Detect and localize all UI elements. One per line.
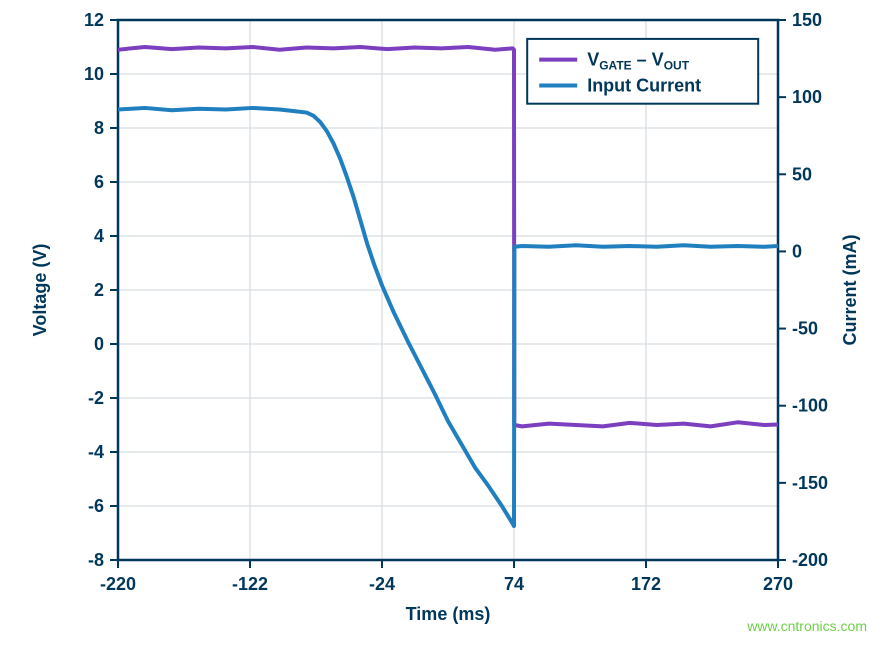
- chart-container: -220 -122 -24 74 172 270 Time (ms) -8 -6 -4 -2 0 2 4 6…: [0, 0, 887, 647]
- y-left-tick-label: 12: [84, 10, 104, 30]
- y-right-tick-label: 50: [792, 164, 812, 184]
- x-tick-label: 270: [763, 574, 793, 594]
- y-right-tick-label: -150: [792, 473, 828, 493]
- voltage-current-chart: -220 -122 -24 74 172 270 Time (ms) -8 -6 -4 -2 0 2 4 6…: [0, 0, 887, 647]
- y-left-tick-label: 4: [94, 226, 104, 246]
- x-tick-label: -24: [369, 574, 395, 594]
- x-tick-label: 172: [631, 574, 661, 594]
- x-tick-label: 74: [504, 574, 524, 594]
- y-left-tick-label: 8: [94, 118, 104, 138]
- watermark: www.cntronics.com: [746, 618, 867, 634]
- y-left-tick-label: -8: [88, 550, 104, 570]
- y-left-tick-label: 6: [94, 172, 104, 192]
- y-right-tick-label: 0: [792, 241, 802, 261]
- y-left-tick-label: -4: [88, 442, 104, 462]
- y-right-axis-label: Current (mA): [840, 234, 860, 345]
- legend: VGATE – VOUTInput Current: [527, 39, 758, 104]
- y-right-tick-label: 150: [792, 10, 822, 30]
- y-left-tick-label: -6: [88, 496, 104, 516]
- x-axis-label: Time (ms): [406, 604, 491, 624]
- y-right-tick-label: -100: [792, 396, 828, 416]
- y-left-tick-label: -2: [88, 388, 104, 408]
- x-tick-label: -122: [232, 574, 268, 594]
- y-left-tick-label: 2: [94, 280, 104, 300]
- legend-label: Input Current: [587, 76, 701, 96]
- y-right-tick-label: -50: [792, 319, 818, 339]
- y-left-axis-label: Voltage (V): [30, 244, 50, 337]
- y-right-tick-label: -200: [792, 550, 828, 570]
- y-left-tick-label: 10: [84, 64, 104, 84]
- x-tick-label: -220: [100, 574, 136, 594]
- y-left-tick-label: 0: [94, 334, 104, 354]
- y-right-tick-label: 100: [792, 87, 822, 107]
